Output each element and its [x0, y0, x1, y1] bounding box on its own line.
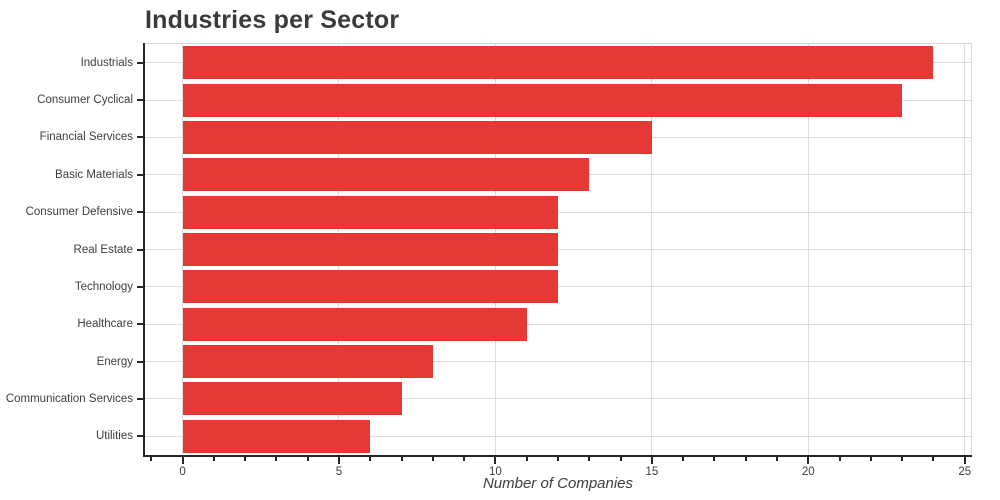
y-tick-mark [137, 285, 143, 288]
x-minor-tick-mark [525, 457, 528, 461]
x-minor-tick-mark [619, 457, 622, 461]
y-tick-label: Basic Materials [55, 168, 133, 181]
x-tick-label: 10 [489, 466, 502, 478]
x-minor-tick-mark [838, 457, 841, 461]
x-axis-label: Number of Companies [482, 475, 634, 492]
bar [182, 345, 433, 379]
y-tick-mark [137, 211, 143, 214]
x-minor-tick-mark [776, 457, 778, 461]
x-minor-tick-mark [869, 457, 872, 461]
y-tick-mark [137, 136, 143, 139]
right-spine [971, 44, 972, 455]
gridline-horizontal [145, 286, 971, 288]
x-minor-tick-mark [932, 457, 935, 461]
bar [182, 158, 590, 192]
gridline-horizontal [145, 249, 971, 250]
x-tick-label: 20 [801, 466, 815, 478]
y-tick-mark [137, 99, 143, 102]
y-tick-label: Real Estate [73, 243, 133, 256]
y-tick-mark [137, 435, 143, 438]
y-tick-label: Industrials [80, 56, 133, 69]
y-tick-mark [137, 173, 143, 176]
x-tick-label: 15 [645, 466, 659, 478]
bar [182, 120, 652, 154]
plot-area [145, 44, 971, 455]
gridline-horizontal [145, 323, 971, 325]
x-major-tick-mark [181, 457, 184, 464]
x-minor-tick-mark [557, 457, 559, 461]
x-minor-tick-mark [275, 457, 278, 461]
bottom-spine [143, 455, 972, 457]
gridline-horizontal [145, 398, 971, 400]
y-tick-mark [137, 360, 143, 363]
bar [182, 233, 558, 266]
x-minor-tick-mark [150, 457, 153, 461]
bar [182, 382, 402, 416]
y-tick-mark [137, 61, 143, 64]
x-tick-label: 0 [179, 466, 186, 478]
y-tick-mark [137, 323, 143, 326]
x-minor-tick-mark [463, 457, 466, 461]
y-tick-label: Communication Services [5, 392, 133, 405]
bar [182, 83, 903, 117]
y-tick-mark [137, 248, 143, 251]
y-tick-label: Technology [74, 280, 133, 293]
bar [182, 419, 371, 453]
top-spine [145, 43, 972, 44]
x-major-tick-mark [494, 457, 497, 464]
y-tick-label: Consumer Defensive [25, 206, 133, 219]
x-minor-tick-mark [588, 457, 591, 461]
y-tick-label: Energy [96, 355, 133, 368]
y-tick-mark [137, 397, 143, 400]
x-major-tick-mark [807, 457, 810, 464]
x-tick-label: 25 [958, 466, 972, 478]
x-minor-tick-mark [744, 457, 747, 461]
x-minor-tick-mark [400, 457, 403, 461]
left-spine [143, 43, 145, 456]
x-minor-tick-mark [682, 457, 685, 461]
x-major-tick-mark [963, 457, 966, 464]
y-tick-label: Utilities [95, 430, 133, 443]
x-major-tick-mark [650, 457, 653, 464]
bar [182, 46, 934, 80]
y-tick-label: Financial Services [39, 131, 133, 144]
bar [182, 307, 527, 341]
x-minor-tick-mark [901, 457, 904, 461]
x-minor-tick-mark [306, 457, 309, 461]
bar [182, 270, 558, 304]
gridline-horizontal [145, 361, 971, 363]
x-minor-tick-mark [212, 457, 215, 461]
x-tick-label: 5 [335, 466, 343, 478]
gridline-horizontal [145, 435, 971, 437]
y-tick-label: Healthcare [77, 318, 133, 331]
x-major-tick-mark [337, 457, 340, 464]
chart-title: Industries per Sector [145, 6, 400, 34]
y-tick-label: Consumer Cyclical [37, 94, 133, 107]
x-minor-tick-mark [431, 457, 434, 461]
gridline-horizontal [145, 211, 971, 213]
x-minor-tick-mark [713, 457, 716, 461]
x-minor-tick-mark [244, 457, 247, 461]
bar [182, 195, 558, 229]
x-minor-tick-mark [369, 457, 372, 461]
